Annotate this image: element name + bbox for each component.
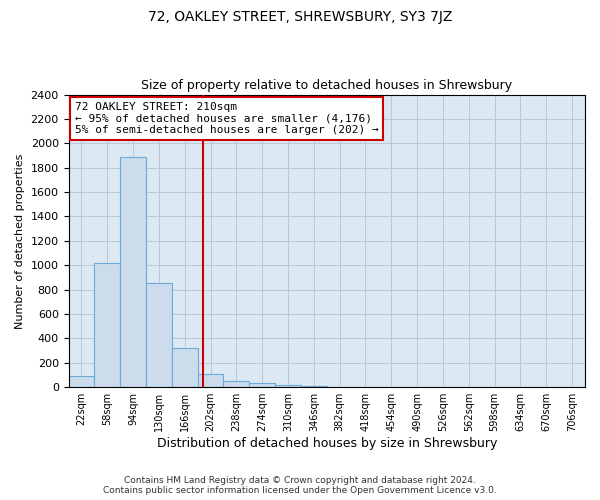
- Bar: [275, 385, 301, 387]
- Bar: [120, 156, 146, 387]
- Bar: [94, 263, 120, 387]
- X-axis label: Distribution of detached houses by size in Shrewsbury: Distribution of detached houses by size …: [157, 437, 497, 450]
- Bar: [223, 380, 249, 387]
- Bar: [327, 386, 353, 387]
- Bar: [301, 386, 327, 387]
- Bar: [146, 283, 172, 387]
- Y-axis label: Number of detached properties: Number of detached properties: [15, 153, 25, 328]
- Bar: [172, 348, 197, 387]
- Title: Size of property relative to detached houses in Shrewsbury: Size of property relative to detached ho…: [141, 79, 512, 92]
- Bar: [249, 383, 275, 387]
- Bar: [68, 376, 94, 387]
- Text: 72 OAKLEY STREET: 210sqm
← 95% of detached houses are smaller (4,176)
5% of semi: 72 OAKLEY STREET: 210sqm ← 95% of detach…: [75, 102, 379, 135]
- Bar: [197, 374, 223, 387]
- Text: Contains HM Land Registry data © Crown copyright and database right 2024.
Contai: Contains HM Land Registry data © Crown c…: [103, 476, 497, 495]
- Text: 72, OAKLEY STREET, SHREWSBURY, SY3 7JZ: 72, OAKLEY STREET, SHREWSBURY, SY3 7JZ: [148, 10, 452, 24]
